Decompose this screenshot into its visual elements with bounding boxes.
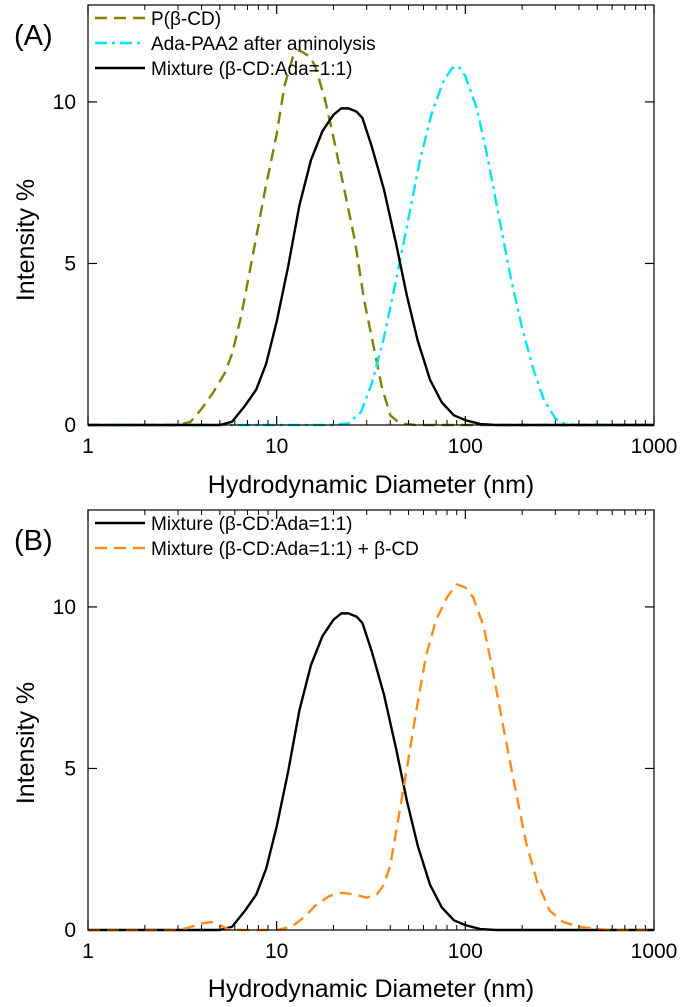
legend-label: Ada-PAA2 after aminolysis: [151, 34, 376, 55]
x-axis-title: Hydrodynamic Diameter (nm): [208, 975, 534, 1003]
x-tick-label: 1000: [631, 435, 678, 458]
y-tick-label: 0: [64, 414, 76, 437]
series-line-3: [88, 107, 654, 427]
chart-panel-a: (A) 1 10 100 1000 0 5 10 P(β-CD) Ada-PAA2 after…: [12, 4, 678, 499]
x-tick-label: 1: [82, 940, 94, 963]
series-line-1: [88, 612, 654, 932]
series-line-2: [88, 65, 654, 427]
legend-label: Mixture (β-CD:Ada=1:1) + β-CD: [151, 539, 419, 560]
series-line-1: [88, 49, 654, 427]
legend-label: P(β-CD): [151, 9, 221, 30]
x-axis-title: Hydrodynamic Diameter (nm): [208, 471, 534, 499]
x-tick-label: 10: [265, 940, 288, 963]
y-axis-title: Intensity %: [12, 179, 40, 301]
y-tick-label: 5: [64, 757, 76, 780]
y-axis-title: Intensity %: [12, 682, 40, 804]
chart-panel-b: (B) 1 10 100 1000 0 5 10 Mixture (β-CD:Ada=1:1…: [12, 509, 678, 1003]
x-tick-label: 10: [265, 435, 288, 458]
legend-label: Mixture (β-CD:Ada=1:1): [151, 59, 353, 80]
legend-label: Mixture (β-CD:Ada=1:1): [151, 514, 353, 535]
x-tick-label: 1000: [631, 940, 678, 963]
y-tick-label: 0: [64, 919, 76, 942]
plot-frame: [87, 4, 655, 426]
x-tick-label: 100: [448, 435, 483, 458]
panel-label: (B): [14, 525, 53, 557]
plot-frame: [87, 509, 655, 931]
y-tick-label: 5: [64, 252, 76, 275]
x-tick-label: 1: [82, 435, 94, 458]
y-tick-label: 10: [53, 596, 76, 619]
series-line-2: [88, 583, 654, 932]
y-tick-label: 10: [53, 91, 76, 114]
panel-label: (A): [14, 20, 53, 52]
x-tick-label: 100: [448, 940, 483, 963]
